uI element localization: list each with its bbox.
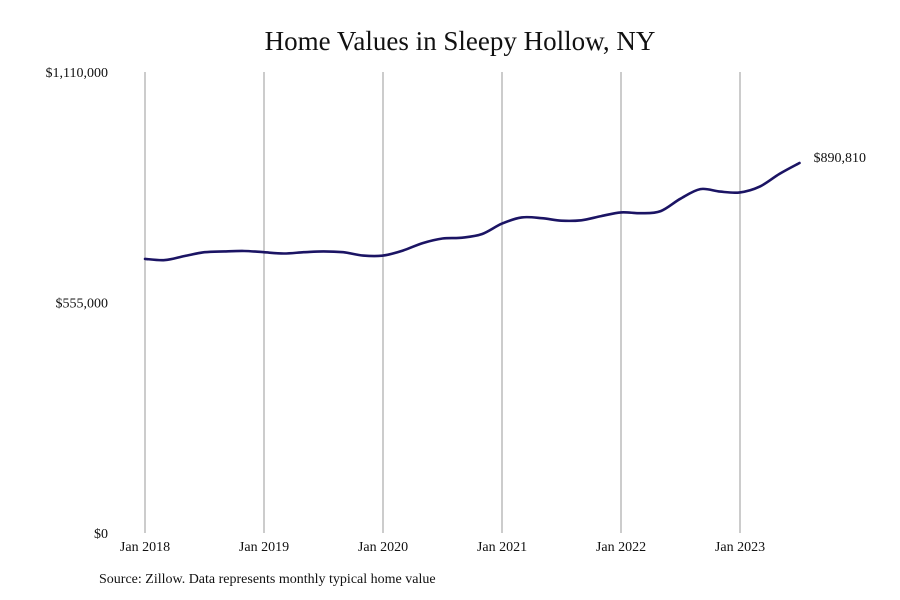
source-note: Source: Zillow. Data represents monthly … [99,572,436,587]
x-tick-label: Jan 2018 [120,540,170,555]
x-tick-label: Jan 2020 [358,540,408,555]
x-tick-label: Jan 2023 [715,540,765,555]
x-tick-label: Jan 2019 [239,540,289,555]
chart-title: Home Values in Sleepy Hollow, NY [264,26,656,56]
series-line [143,161,801,262]
y-tick-label: $1,110,000 [46,66,108,81]
end-value-label: $890,810 [814,151,867,166]
x-tick-label: Jan 2022 [596,540,646,555]
y-tick-label: $0 [94,527,108,542]
y-tick-label: $555,000 [56,297,109,312]
x-tick-label: Jan 2021 [477,540,527,555]
